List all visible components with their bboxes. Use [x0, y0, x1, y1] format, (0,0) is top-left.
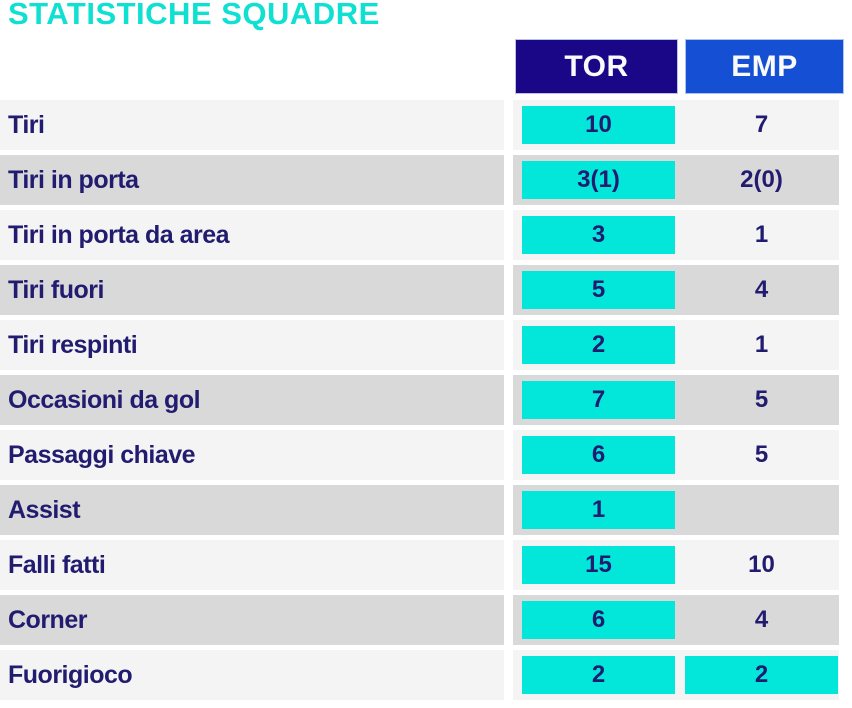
emp-value-cell: 5 — [754, 441, 769, 468]
column-header-tor: TOR — [516, 40, 677, 93]
tor-value-cell: 5 — [522, 271, 675, 309]
column-gutter — [504, 210, 513, 260]
emp-value-cell: 4 — [754, 606, 769, 633]
tor-value-cell: 6 — [522, 601, 675, 639]
stat-label: Fuorigioco — [8, 660, 133, 689]
column-gutter — [504, 375, 513, 425]
tor-value-cell: 10 — [522, 106, 675, 144]
stat-label-band: Tiri in porta — [0, 155, 504, 205]
column-gutter — [504, 155, 513, 205]
column-gutter — [504, 430, 513, 480]
stat-label: Assist — [8, 495, 81, 524]
stat-value-band: 10 7 — [513, 100, 839, 150]
emp-value-cell: 1 — [754, 221, 769, 248]
tor-value-cell: 15 — [522, 546, 675, 584]
emp-value-cell: 2(0) — [740, 166, 783, 193]
column-gutter — [504, 650, 513, 700]
stat-label-band: Tiri — [0, 100, 504, 150]
stat-row: Falli fatti 15 10 — [0, 540, 839, 590]
stat-row: Tiri respinti 2 1 — [0, 320, 839, 370]
stat-label: Falli fatti — [8, 550, 106, 579]
stat-label: Tiri in porta — [8, 165, 139, 194]
stat-row: Tiri in porta da area 3 1 — [0, 210, 839, 260]
emp-value-cell: 4 — [754, 276, 769, 303]
column-gutter — [504, 100, 513, 150]
emp-value-cell: 2 — [685, 656, 838, 694]
stat-label-band: Assist — [0, 485, 504, 535]
stat-row: Fuorigioco 2 2 — [0, 650, 839, 700]
column-gutter — [504, 595, 513, 645]
tor-value-cell: 2 — [522, 326, 675, 364]
stat-label-band: Tiri in porta da area — [0, 210, 504, 260]
emp-value-cell: 5 — [754, 386, 769, 413]
stat-label: Passaggi chiave — [8, 440, 196, 469]
stat-label-band: Tiri respinti — [0, 320, 504, 370]
stat-label-band: Passaggi chiave — [0, 430, 504, 480]
column-gutter — [504, 485, 513, 535]
stat-label-band: Corner — [0, 595, 504, 645]
column-headers: TOR EMP — [0, 40, 852, 93]
emp-value-cell: 7 — [754, 111, 769, 138]
stat-label: Corner — [8, 605, 87, 634]
stat-value-band: 15 10 — [513, 540, 839, 590]
emp-value-cell: 1 — [754, 331, 769, 358]
tor-value-cell: 1 — [522, 491, 675, 529]
stat-row: Tiri fuori 5 4 — [0, 265, 839, 315]
column-gutter — [504, 320, 513, 370]
stats-table: Tiri 10 7 Tiri in porta 3(1) 2(0) Tiri in port… — [0, 100, 839, 705]
stat-label-band: Tiri fuori — [0, 265, 504, 315]
stat-value-band: 1 — [513, 485, 839, 535]
column-gutter — [504, 540, 513, 590]
stat-label: Occasioni da gol — [8, 385, 201, 414]
stat-label-band: Occasioni da gol — [0, 375, 504, 425]
stat-row: Assist 1 — [0, 485, 839, 535]
stat-row: Tiri 10 7 — [0, 100, 839, 150]
tor-value-cell: 3 — [522, 216, 675, 254]
stat-label: Tiri in porta da area — [8, 220, 230, 249]
stat-label: Tiri respinti — [8, 330, 138, 359]
page-title: STATISTICHE SQUADRE — [8, 0, 380, 31]
stat-label: Tiri fuori — [8, 275, 104, 304]
column-gutter — [504, 265, 513, 315]
tor-value-cell: 7 — [522, 381, 675, 419]
emp-value-cell — [685, 491, 838, 529]
stat-label: Tiri — [8, 110, 45, 139]
stat-label-band: Falli fatti — [0, 540, 504, 590]
stat-value-band: 3(1) 2(0) — [513, 155, 839, 205]
tor-value-cell: 2 — [522, 656, 675, 694]
stat-label-band: Fuorigioco — [0, 650, 504, 700]
tor-value-cell: 6 — [522, 436, 675, 474]
column-header-emp: EMP — [686, 40, 843, 93]
stat-row: Tiri in porta 3(1) 2(0) — [0, 155, 839, 205]
stat-row: Occasioni da gol 7 5 — [0, 375, 839, 425]
emp-value-cell: 10 — [748, 551, 775, 578]
tor-value-cell: 3(1) — [522, 161, 675, 199]
stat-row: Passaggi chiave 6 5 — [0, 430, 839, 480]
stat-row: Corner 6 4 — [0, 595, 839, 645]
